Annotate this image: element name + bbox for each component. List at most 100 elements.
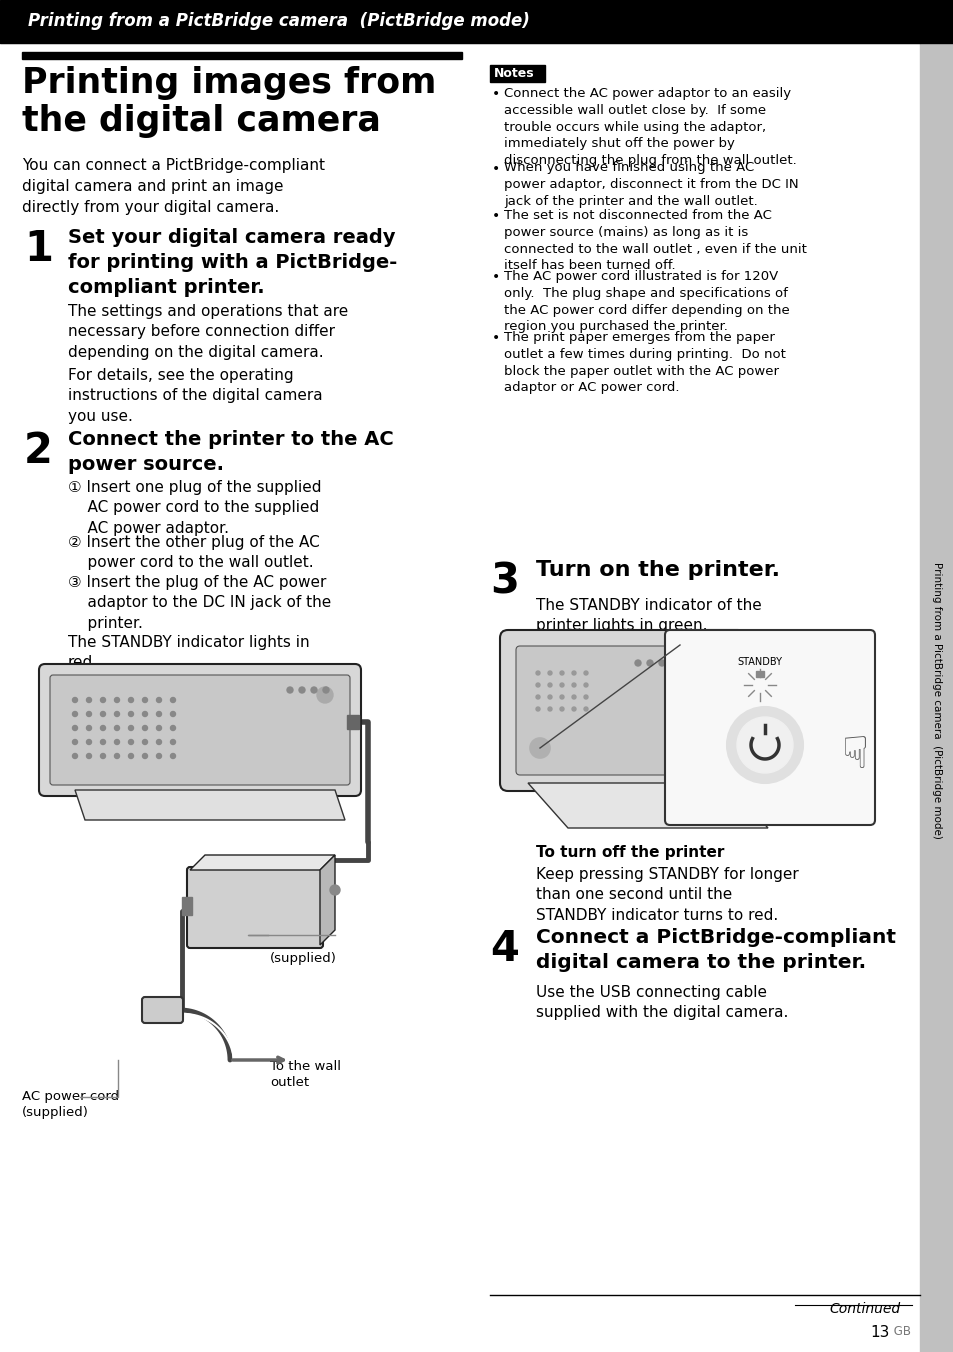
Circle shape	[87, 726, 91, 730]
Circle shape	[298, 687, 305, 694]
Polygon shape	[319, 854, 335, 945]
Circle shape	[659, 660, 664, 667]
Text: Use the USB connecting cable
supplied with the digital camera.: Use the USB connecting cable supplied wi…	[536, 986, 787, 1021]
Circle shape	[646, 660, 652, 667]
FancyBboxPatch shape	[516, 646, 729, 775]
Text: Keep pressing STANDBY for longer
than one second until the
STANDBY indicator tur: Keep pressing STANDBY for longer than on…	[536, 867, 798, 923]
Circle shape	[72, 753, 77, 758]
Circle shape	[142, 753, 148, 758]
Circle shape	[156, 753, 161, 758]
Circle shape	[635, 660, 640, 667]
Circle shape	[536, 707, 539, 711]
Circle shape	[171, 740, 175, 745]
Text: The print paper emerges from the paper
outlet a few times during printing.  Do n: The print paper emerges from the paper o…	[503, 331, 785, 395]
Text: •: •	[492, 161, 499, 176]
Circle shape	[100, 740, 106, 745]
Text: •: •	[492, 210, 499, 223]
Text: STANDBY: STANDBY	[737, 657, 781, 667]
Circle shape	[547, 671, 552, 675]
Bar	[347, 715, 358, 729]
Circle shape	[287, 687, 293, 694]
FancyBboxPatch shape	[39, 664, 360, 796]
Bar	[490, 65, 544, 82]
FancyBboxPatch shape	[50, 675, 350, 786]
Text: 3: 3	[490, 560, 518, 602]
Text: Connect the AC power adaptor to an easily
accessible wall outlet close by.  If s: Connect the AC power adaptor to an easil…	[503, 87, 796, 168]
Circle shape	[114, 726, 119, 730]
Circle shape	[129, 698, 133, 703]
FancyBboxPatch shape	[142, 996, 183, 1023]
Polygon shape	[527, 783, 767, 827]
Bar	[755, 671, 763, 677]
Circle shape	[559, 683, 563, 687]
Text: 13: 13	[870, 1325, 889, 1340]
Circle shape	[72, 726, 77, 730]
Text: The settings and operations that are
necessary before connection differ
dependin: The settings and operations that are nec…	[68, 304, 348, 360]
Circle shape	[583, 671, 587, 675]
Circle shape	[142, 698, 148, 703]
Circle shape	[536, 683, 539, 687]
Circle shape	[87, 698, 91, 703]
Text: Turn on the printer.: Turn on the printer.	[536, 560, 780, 580]
Circle shape	[559, 695, 563, 699]
Circle shape	[129, 753, 133, 758]
Circle shape	[547, 707, 552, 711]
Text: 4: 4	[490, 927, 518, 969]
Text: The STANDBY indicator of the
printer lights in green.: The STANDBY indicator of the printer lig…	[536, 598, 760, 633]
Text: Notes: Notes	[494, 68, 534, 80]
Text: Printing from a PictBridge camera  (PictBridge mode): Printing from a PictBridge camera (PictB…	[28, 12, 529, 30]
Text: the digital camera: the digital camera	[22, 104, 380, 138]
Text: ③ Insert the plug of the AC power
    adaptor to the DC IN jack of the
    print: ③ Insert the plug of the AC power adapto…	[68, 575, 331, 631]
Circle shape	[583, 707, 587, 711]
Circle shape	[670, 660, 677, 667]
Circle shape	[114, 698, 119, 703]
Circle shape	[536, 695, 539, 699]
Bar	[182, 896, 192, 915]
Text: The STANDBY indicator lights in
red.: The STANDBY indicator lights in red.	[68, 635, 310, 671]
FancyBboxPatch shape	[187, 867, 323, 948]
Circle shape	[316, 687, 333, 703]
Circle shape	[323, 687, 329, 694]
Text: The set is not disconnected from the AC
power source (mains) as long as it is
co: The set is not disconnected from the AC …	[503, 210, 806, 272]
Text: Continued: Continued	[828, 1302, 900, 1315]
Circle shape	[100, 753, 106, 758]
Bar	[22, 51, 461, 59]
Circle shape	[156, 740, 161, 745]
Circle shape	[737, 717, 792, 773]
Text: For details, see the operating
instructions of the digital camera
you use.: For details, see the operating instructi…	[68, 368, 322, 423]
Circle shape	[142, 740, 148, 745]
Circle shape	[87, 740, 91, 745]
Circle shape	[156, 711, 161, 717]
Circle shape	[72, 698, 77, 703]
Circle shape	[583, 695, 587, 699]
Text: •: •	[492, 270, 499, 284]
Circle shape	[559, 707, 563, 711]
FancyBboxPatch shape	[499, 630, 745, 791]
Bar	[0, 0, 953, 43]
Circle shape	[171, 753, 175, 758]
Circle shape	[72, 740, 77, 745]
Text: To turn off the printer: To turn off the printer	[536, 845, 723, 860]
FancyBboxPatch shape	[664, 630, 874, 825]
Text: 1: 1	[24, 228, 53, 270]
Circle shape	[171, 726, 175, 730]
Circle shape	[100, 726, 106, 730]
Circle shape	[100, 711, 106, 717]
Text: Printing images from: Printing images from	[22, 66, 436, 100]
Text: ① Insert one plug of the supplied
    AC power cord to the supplied
    AC power: ① Insert one plug of the supplied AC pow…	[68, 480, 321, 535]
Circle shape	[129, 726, 133, 730]
Circle shape	[572, 671, 576, 675]
Circle shape	[156, 698, 161, 703]
Circle shape	[100, 698, 106, 703]
Text: You can connect a PictBridge-compliant
digital camera and print an image
directl: You can connect a PictBridge-compliant d…	[22, 158, 325, 215]
Circle shape	[114, 740, 119, 745]
Text: ② Insert the other plug of the AC
    power cord to the wall outlet.: ② Insert the other plug of the AC power …	[68, 535, 319, 571]
Text: Connect the printer to the AC
power source.: Connect the printer to the AC power sour…	[68, 430, 394, 475]
Text: •: •	[492, 331, 499, 345]
Circle shape	[536, 671, 539, 675]
Text: •: •	[492, 87, 499, 101]
Circle shape	[559, 671, 563, 675]
Text: ☟: ☟	[841, 734, 867, 776]
Circle shape	[114, 753, 119, 758]
Circle shape	[142, 726, 148, 730]
